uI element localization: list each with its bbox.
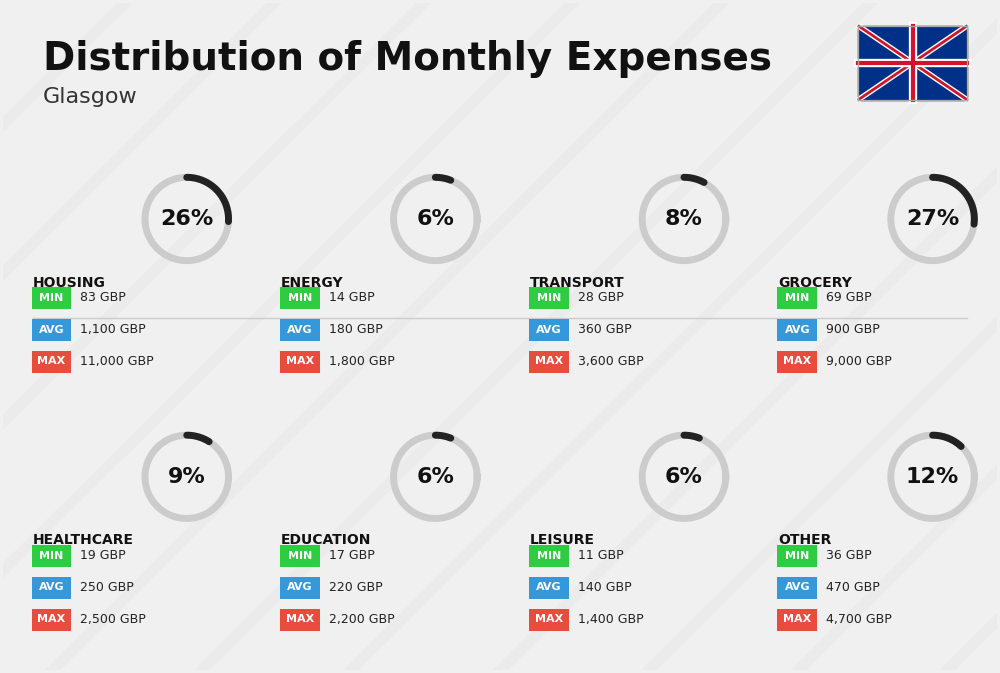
FancyBboxPatch shape — [777, 287, 817, 309]
FancyBboxPatch shape — [777, 319, 817, 341]
FancyBboxPatch shape — [777, 351, 817, 373]
Text: MIN: MIN — [785, 551, 809, 561]
Text: 26%: 26% — [160, 209, 213, 229]
FancyBboxPatch shape — [529, 577, 569, 599]
FancyBboxPatch shape — [280, 319, 320, 341]
Text: AVG: AVG — [39, 324, 64, 334]
Text: MIN: MIN — [537, 551, 561, 561]
Text: 470 GBP: 470 GBP — [826, 581, 880, 594]
Text: 1,800 GBP: 1,800 GBP — [329, 355, 395, 367]
Text: 1,100 GBP: 1,100 GBP — [80, 323, 146, 336]
Text: HOUSING: HOUSING — [33, 275, 105, 289]
Text: 28 GBP: 28 GBP — [578, 291, 623, 304]
Text: 12%: 12% — [906, 467, 959, 487]
FancyBboxPatch shape — [529, 545, 569, 567]
FancyBboxPatch shape — [777, 577, 817, 599]
FancyBboxPatch shape — [280, 545, 320, 567]
Text: MAX: MAX — [783, 356, 811, 366]
Text: MAX: MAX — [37, 614, 66, 624]
FancyBboxPatch shape — [32, 351, 71, 373]
FancyBboxPatch shape — [32, 609, 71, 631]
Text: 4,700 GBP: 4,700 GBP — [826, 612, 892, 626]
Text: AVG: AVG — [39, 582, 64, 592]
Text: 14 GBP: 14 GBP — [329, 291, 375, 304]
FancyBboxPatch shape — [529, 287, 569, 309]
Text: MAX: MAX — [535, 356, 563, 366]
FancyBboxPatch shape — [777, 545, 817, 567]
Text: 8%: 8% — [665, 209, 703, 229]
Text: 6%: 6% — [665, 467, 703, 487]
Text: 9,000 GBP: 9,000 GBP — [826, 355, 892, 367]
Text: MAX: MAX — [37, 356, 66, 366]
FancyBboxPatch shape — [280, 287, 320, 309]
FancyBboxPatch shape — [32, 577, 71, 599]
Text: GROCERY: GROCERY — [778, 275, 852, 289]
Text: 11,000 GBP: 11,000 GBP — [80, 355, 154, 367]
Text: MIN: MIN — [785, 293, 809, 303]
Text: AVG: AVG — [536, 324, 562, 334]
Text: 69 GBP: 69 GBP — [826, 291, 872, 304]
Text: MIN: MIN — [288, 293, 312, 303]
Text: Glasgow: Glasgow — [43, 87, 137, 107]
FancyBboxPatch shape — [280, 609, 320, 631]
Text: 3,600 GBP: 3,600 GBP — [578, 355, 643, 367]
Text: EDUCATION: EDUCATION — [281, 534, 372, 547]
Text: MAX: MAX — [783, 614, 811, 624]
Text: 6%: 6% — [416, 209, 454, 229]
Text: MAX: MAX — [535, 614, 563, 624]
Text: AVG: AVG — [287, 324, 313, 334]
Text: 140 GBP: 140 GBP — [578, 581, 631, 594]
Text: 2,500 GBP: 2,500 GBP — [80, 612, 146, 626]
FancyBboxPatch shape — [529, 609, 569, 631]
FancyBboxPatch shape — [32, 319, 71, 341]
Text: OTHER: OTHER — [778, 534, 832, 547]
Text: MAX: MAX — [286, 356, 314, 366]
Text: 9%: 9% — [168, 467, 206, 487]
Text: 19 GBP: 19 GBP — [80, 549, 126, 562]
Text: 360 GBP: 360 GBP — [578, 323, 631, 336]
Text: 180 GBP: 180 GBP — [329, 323, 383, 336]
Text: 250 GBP: 250 GBP — [80, 581, 134, 594]
FancyBboxPatch shape — [32, 287, 71, 309]
FancyBboxPatch shape — [280, 577, 320, 599]
Text: MIN: MIN — [39, 551, 64, 561]
Text: AVG: AVG — [536, 582, 562, 592]
Text: MAX: MAX — [286, 614, 314, 624]
Text: 900 GBP: 900 GBP — [826, 323, 880, 336]
Text: HEALTHCARE: HEALTHCARE — [33, 534, 134, 547]
Text: ENERGY: ENERGY — [281, 275, 344, 289]
Text: 83 GBP: 83 GBP — [80, 291, 126, 304]
Text: 17 GBP: 17 GBP — [329, 549, 375, 562]
FancyBboxPatch shape — [777, 609, 817, 631]
Text: MIN: MIN — [288, 551, 312, 561]
FancyBboxPatch shape — [32, 545, 71, 567]
Text: 220 GBP: 220 GBP — [329, 581, 383, 594]
Text: 2,200 GBP: 2,200 GBP — [329, 612, 395, 626]
Text: LEISURE: LEISURE — [530, 534, 595, 547]
Text: AVG: AVG — [785, 582, 810, 592]
Text: Distribution of Monthly Expenses: Distribution of Monthly Expenses — [43, 40, 772, 79]
Text: 27%: 27% — [906, 209, 959, 229]
Text: 11 GBP: 11 GBP — [578, 549, 623, 562]
Text: AVG: AVG — [785, 324, 810, 334]
Text: MIN: MIN — [39, 293, 64, 303]
Text: AVG: AVG — [287, 582, 313, 592]
FancyBboxPatch shape — [529, 351, 569, 373]
Text: TRANSPORT: TRANSPORT — [530, 275, 624, 289]
Text: 1,400 GBP: 1,400 GBP — [578, 612, 643, 626]
Text: 36 GBP: 36 GBP — [826, 549, 872, 562]
FancyBboxPatch shape — [280, 351, 320, 373]
FancyBboxPatch shape — [529, 319, 569, 341]
FancyBboxPatch shape — [858, 26, 967, 100]
Text: MIN: MIN — [537, 293, 561, 303]
Text: 6%: 6% — [416, 467, 454, 487]
